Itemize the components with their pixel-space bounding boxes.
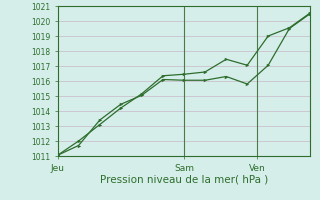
X-axis label: Pression niveau de la mer( hPa ): Pression niveau de la mer( hPa ) [100,174,268,184]
